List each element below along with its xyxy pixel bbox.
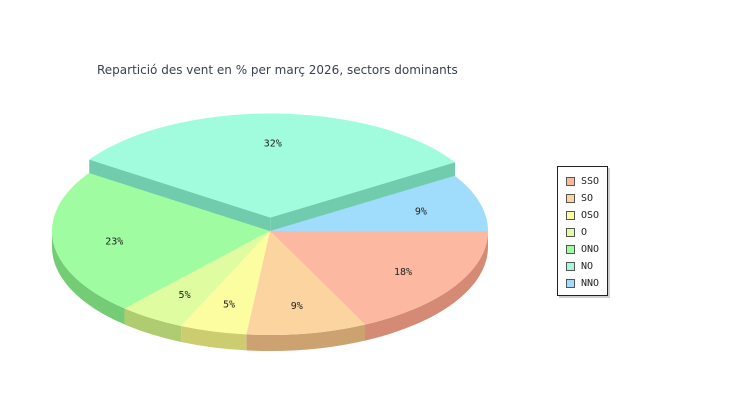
pie-slice-wall-no: [270, 162, 455, 234]
pie-slice-side-oso: [181, 325, 247, 351]
pie-slice-sso: [270, 231, 488, 325]
pie-data-label-sso: 18%: [394, 267, 412, 278]
legend-swatch: [566, 176, 575, 186]
pie-slice-wall-no: [89, 159, 271, 234]
pie-data-label-o: 5%: [179, 290, 191, 301]
legend-item-so: SO: [566, 192, 593, 204]
pie-data-label-oso: 5%: [223, 299, 235, 310]
legend-item-oso: OSO: [566, 209, 599, 221]
legend-item-ono: ONO: [566, 243, 599, 255]
pie-slice-side-ono: [52, 231, 125, 325]
legend-swatch: [566, 193, 575, 203]
pie-slice-o: [124, 231, 270, 326]
legend-label: O: [581, 226, 588, 238]
pie-slice-no: [89, 113, 455, 218]
chart-title: Repartició des vent en % per març 2026, …: [97, 63, 458, 77]
legend-label: OSO: [581, 209, 600, 221]
legend-swatch: [566, 210, 575, 220]
legend-label: SSO: [581, 175, 600, 187]
legend-label: ONO: [581, 243, 600, 255]
pie-slice-side-sso: [365, 231, 488, 341]
legend-item-o: O: [566, 226, 587, 238]
legend-item-sso: SSO: [566, 175, 599, 187]
pie-data-label-ono: 23%: [105, 236, 123, 247]
legend-label: NNO: [581, 277, 600, 289]
legend-swatch: [566, 278, 575, 288]
chart-legend: SSO SO OSO O ONO NO NNO: [557, 166, 608, 296]
pie-slice-ono: [52, 173, 270, 309]
legend-label: NO: [581, 260, 594, 272]
pie-data-label-nno: 9%: [415, 206, 427, 217]
pie-data-label-no: 32%: [264, 139, 282, 150]
pie-slices: [52, 113, 488, 335]
pie-data-label-so: 9%: [291, 301, 303, 312]
legend-item-no: NO: [566, 260, 593, 272]
legend-label: SO: [581, 192, 594, 204]
pie-slice-oso: [181, 231, 270, 335]
pie-slice-side-o: [124, 308, 182, 342]
pie-data-labels: 18% 9% 5% 5% 23% 32% 9%: [105, 139, 427, 312]
legend-swatch: [566, 261, 575, 271]
pie-sides: [52, 159, 488, 351]
pie-slice-nno: [270, 175, 488, 231]
pie-slice-side-so: [246, 324, 366, 351]
legend-swatch: [566, 227, 575, 237]
pie-slice-so: [246, 231, 366, 335]
legend-swatch: [566, 244, 575, 254]
legend-item-nno: NNO: [566, 277, 599, 289]
